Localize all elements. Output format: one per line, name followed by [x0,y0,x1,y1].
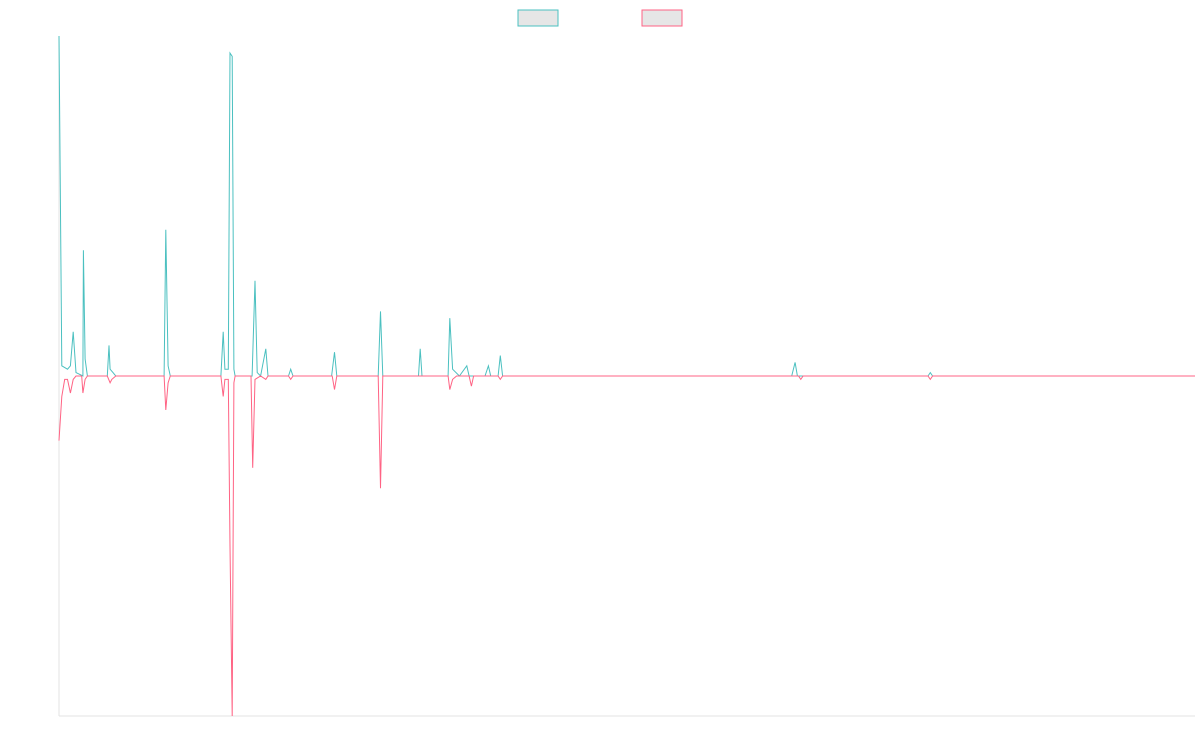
axes [58,36,1195,717]
legend[interactable] [517,9,683,27]
legend-swatch-1[interactable] [517,9,559,27]
series-line-1 [58,35,1195,378]
legend-swatch-2[interactable] [641,9,683,27]
series-line-2 [58,375,1195,717]
series-layer [58,35,1195,717]
